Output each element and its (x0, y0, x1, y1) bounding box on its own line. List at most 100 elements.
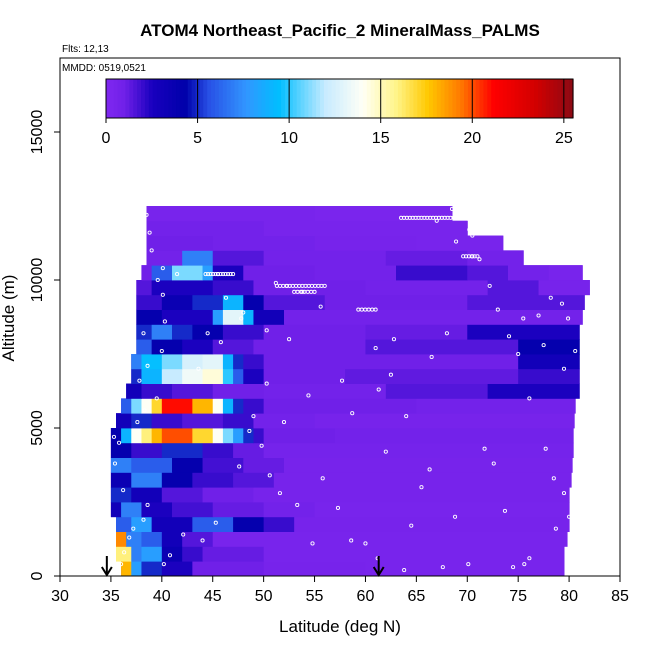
heatmap-cell (182, 339, 214, 355)
colorbar-segment (491, 79, 496, 118)
colorbar-segment (183, 79, 189, 118)
heatmap-cell (121, 561, 132, 577)
heatmap-cell (222, 428, 234, 444)
heatmap-cell (365, 280, 489, 296)
heatmap-cell (324, 294, 468, 310)
heatmap-cell (243, 265, 316, 281)
colorbar-segment (386, 79, 391, 118)
down-arrow-icon (372, 556, 385, 577)
data-point (320, 476, 325, 481)
data-point (536, 313, 541, 318)
heatmap-cell (141, 383, 173, 399)
colorbar-segment (409, 79, 415, 118)
data-point (131, 526, 136, 531)
heatmap-cell (243, 368, 265, 384)
y-tick-label: 15000 (29, 110, 46, 155)
heatmap-cell (263, 428, 336, 444)
heatmap-cell (161, 368, 183, 384)
colorbar-segment (405, 79, 411, 118)
data-point (231, 272, 236, 277)
y-axis-label: Altitude (m) (0, 275, 18, 362)
colorbar-segment (257, 79, 263, 118)
heatmap-cell (365, 561, 565, 577)
data-point (237, 464, 242, 469)
data-point (127, 535, 132, 540)
data-point (506, 334, 512, 339)
heatmap-cell (182, 250, 214, 266)
colorbar-segment (495, 79, 500, 118)
data-point (363, 541, 368, 546)
data-point (287, 337, 292, 342)
heatmap-cell (151, 265, 173, 281)
heatmap-cell (151, 398, 163, 414)
colorbar-tick-label: 10 (280, 130, 298, 147)
colorbar-segment (203, 79, 208, 118)
heatmap-cell (161, 487, 204, 503)
heatmap-cell (222, 368, 234, 384)
colorbar-segment (304, 79, 309, 118)
colorbar-segment (249, 79, 255, 118)
heatmap-cell (233, 442, 265, 458)
data-point (516, 351, 521, 357)
colorbar-segment (456, 79, 461, 118)
data-point (453, 514, 458, 519)
data-point (160, 292, 165, 297)
x-tick-label: 40 (153, 588, 171, 605)
heatmap-cell (161, 546, 183, 562)
colorbar-segment (214, 79, 220, 118)
heatmap-cell (172, 383, 214, 399)
data-point (213, 272, 218, 277)
heatmap-cell (212, 250, 265, 266)
heatmap-cell (110, 487, 132, 503)
colorbar-segment (471, 79, 477, 118)
heatmap-cell (141, 368, 163, 384)
data-point (449, 206, 455, 212)
data-point (181, 532, 186, 537)
heatmap-cell (131, 457, 173, 473)
colorbar-segment (156, 79, 162, 118)
down-arrow-icon (100, 556, 113, 577)
colorbar-segment (172, 79, 177, 118)
colorbar-segment (137, 79, 142, 118)
heatmap-cell (334, 428, 574, 444)
heatmap-cell (243, 398, 265, 414)
data-point (521, 316, 526, 321)
heatmap-cell (233, 398, 244, 414)
heatmap-cell (263, 383, 387, 399)
heatmap-cell (253, 487, 570, 503)
data-point (145, 502, 150, 508)
colorbar-segment (308, 79, 313, 118)
colorbar-segment (253, 79, 259, 118)
heatmap-cell (182, 413, 224, 429)
heatmap-cell (263, 561, 366, 577)
data-point (541, 343, 546, 348)
heatmap-cell (212, 280, 254, 296)
data-point (141, 331, 146, 336)
heatmap-cell (416, 398, 576, 414)
data-point (121, 488, 126, 493)
colorbar-segment (499, 79, 504, 118)
colorbar-segment (218, 79, 224, 118)
colorbar-segment (436, 79, 442, 118)
heatmap-cell (233, 472, 275, 488)
colorbar-segment (339, 79, 344, 118)
x-tick-label: 35 (102, 588, 120, 605)
heatmap-cell (136, 339, 153, 355)
heatmap-cell (263, 442, 574, 458)
colorbar-segment (374, 79, 380, 118)
colorbar-segment (421, 79, 426, 118)
heatmap-cell (263, 354, 366, 370)
heatmap-cell (182, 368, 204, 384)
colorbar-tick-label: 20 (463, 130, 481, 147)
data-point (573, 348, 578, 354)
heatmap-cell (365, 354, 519, 370)
data-point (491, 461, 496, 466)
data-point (149, 248, 154, 253)
data-point (267, 473, 272, 478)
heatmap-cell (314, 413, 575, 429)
heatmap-cell (253, 309, 285, 325)
heatmap-cell (202, 354, 224, 370)
heatmap-cell (233, 428, 244, 444)
y-axis: 0 5000 10000 15000 (29, 110, 60, 580)
data-point (218, 340, 223, 345)
